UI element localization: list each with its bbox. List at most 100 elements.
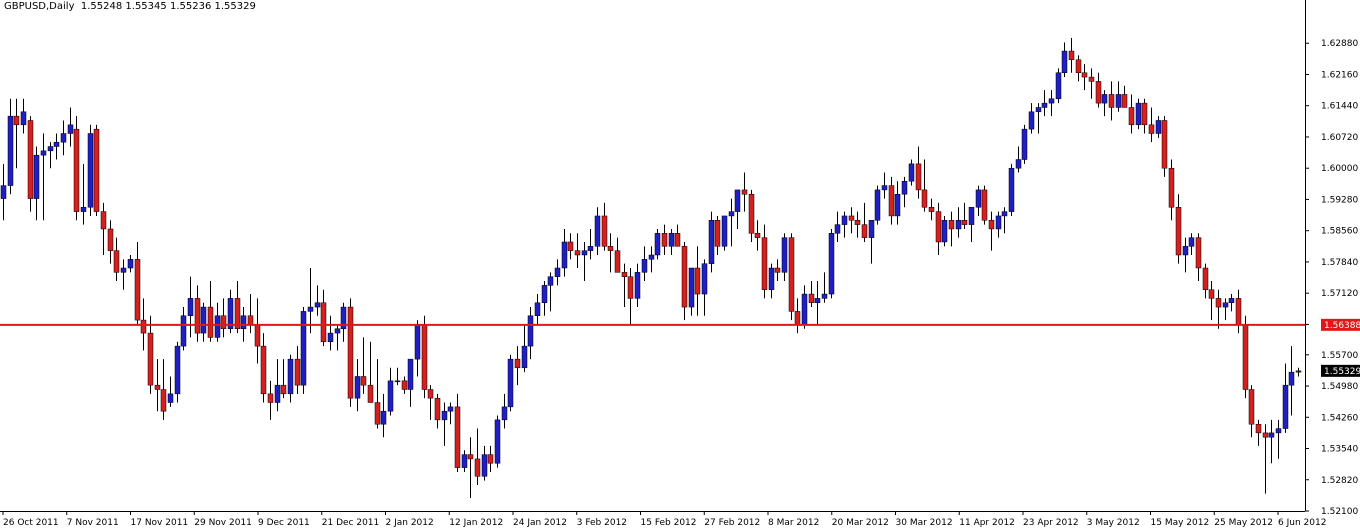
ohlc-open: 1.55248: [80, 1, 123, 12]
bull-candle: [47, 146, 54, 152]
bull-candle: [814, 298, 821, 303]
bull-candle: [274, 384, 281, 403]
bull-candle: [60, 133, 67, 143]
bull-candle: [1028, 111, 1035, 130]
bull-candle: [1041, 102, 1048, 108]
bear-candle: [741, 189, 748, 195]
bull-candle: [387, 380, 394, 412]
time-axis: 26 Oct 2011 7 Nov 2011 17 Nov 2011 29 Nov 2…: [2, 511, 1326, 528]
bull-candle: [494, 419, 501, 464]
bear-candle: [1242, 324, 1249, 390]
price-tick-label: 1.62160: [1321, 70, 1358, 80]
price-tags: 1.56388 1.55329: [1321, 318, 1360, 377]
bull-candle: [1288, 371, 1295, 386]
bull-candle: [40, 150, 47, 156]
time-tick-label: 24 Jan 2012: [513, 518, 567, 528]
bear-candle: [134, 259, 141, 321]
bull-candle: [841, 215, 848, 225]
bull-candle: [941, 220, 948, 243]
bull-candle: [214, 315, 221, 338]
bull-candle: [1182, 246, 1189, 256]
bull-candle: [881, 185, 888, 191]
bull-candle: [1015, 159, 1022, 169]
bear-candle: [1108, 94, 1115, 108]
price-tick-label: 1.57120: [1321, 289, 1358, 299]
bull-candle: [901, 180, 908, 195]
bull-candle: [394, 380, 401, 383]
time-tick-label: 12 Jan 2012: [449, 518, 503, 528]
bear-candle: [1161, 120, 1168, 169]
price-tick-label: 1.61440: [1321, 102, 1358, 112]
hline-price-label: 1.56388: [1324, 321, 1360, 331]
bear-candle: [247, 315, 254, 325]
bull-candle: [768, 267, 775, 290]
price-tick-label: 1.60000: [1321, 164, 1358, 174]
candles-layer: [0, 38, 1302, 498]
bear-candle: [220, 315, 227, 330]
bull-candle: [541, 285, 548, 303]
bear-candle: [73, 128, 80, 212]
bull-candle: [708, 220, 715, 264]
bear-candle: [280, 384, 287, 395]
bull-candle: [340, 306, 347, 330]
bull-candle: [1135, 102, 1142, 126]
bull-candle: [300, 311, 307, 386]
time-tick-label: 23 Apr 2012: [1023, 518, 1079, 528]
bull-candle: [1155, 120, 1162, 134]
bear-candle: [107, 228, 114, 251]
bull-candle: [1115, 94, 1122, 108]
bull-candle: [975, 189, 982, 208]
bull-candle: [167, 393, 174, 403]
bull-candle: [174, 345, 181, 395]
price-tick-label: 1.52100: [1321, 507, 1358, 517]
bull-candle: [354, 376, 361, 399]
bull-candle: [894, 193, 901, 217]
bull-candle: [240, 315, 247, 330]
time-tick-label: 3 May 2012: [1087, 518, 1140, 528]
bull-candle: [334, 328, 341, 334]
bear-candle: [13, 115, 20, 126]
bear-candle: [1248, 389, 1255, 425]
price-tick-label: 1.59280: [1321, 195, 1358, 205]
bear-candle: [1202, 267, 1209, 290]
bear-candle: [1121, 94, 1128, 108]
bull-candle: [1295, 370, 1302, 373]
bear-candle: [234, 298, 241, 330]
bear-candle: [681, 246, 688, 308]
bear-candle: [467, 454, 474, 460]
time-tick-label: 27 Feb 2012: [704, 518, 760, 528]
bull-candle: [521, 345, 528, 369]
bull-candle: [507, 358, 514, 408]
bull-candle: [561, 241, 568, 269]
bear-candle: [674, 233, 681, 247]
bull-candle: [721, 215, 728, 247]
hline-price-tag: [1321, 318, 1360, 331]
bull-candle: [734, 189, 741, 212]
ohlc-low: 1.55236: [169, 1, 212, 12]
ohlc-high: 1.55345: [125, 1, 167, 12]
bull-candle: [821, 293, 828, 299]
bear-candle: [748, 193, 755, 234]
bear-candle: [1148, 124, 1155, 134]
time-tick-label: 8 Mar 2012: [768, 518, 819, 528]
bull-candle: [227, 298, 234, 330]
time-tick-label: 25 May 2012: [1214, 518, 1273, 528]
bear-candle: [794, 311, 801, 325]
bull-candle: [1282, 384, 1289, 429]
bear-candle: [421, 324, 428, 390]
bull-candle: [834, 224, 841, 234]
bear-candle: [254, 324, 261, 347]
bear-candle: [474, 458, 481, 477]
price-tick-label: 1.54260: [1321, 413, 1358, 423]
bear-candle: [154, 384, 161, 390]
bear-candle: [761, 237, 768, 290]
bull-candle: [67, 124, 74, 134]
bull-candle: [641, 259, 648, 273]
bear-candle: [1208, 289, 1215, 299]
bear-candle: [1095, 81, 1102, 104]
bull-candle: [33, 154, 40, 199]
bear-candle: [27, 120, 34, 199]
bull-candle: [53, 141, 60, 147]
time-tick-label: 15 May 2012: [1151, 518, 1210, 528]
